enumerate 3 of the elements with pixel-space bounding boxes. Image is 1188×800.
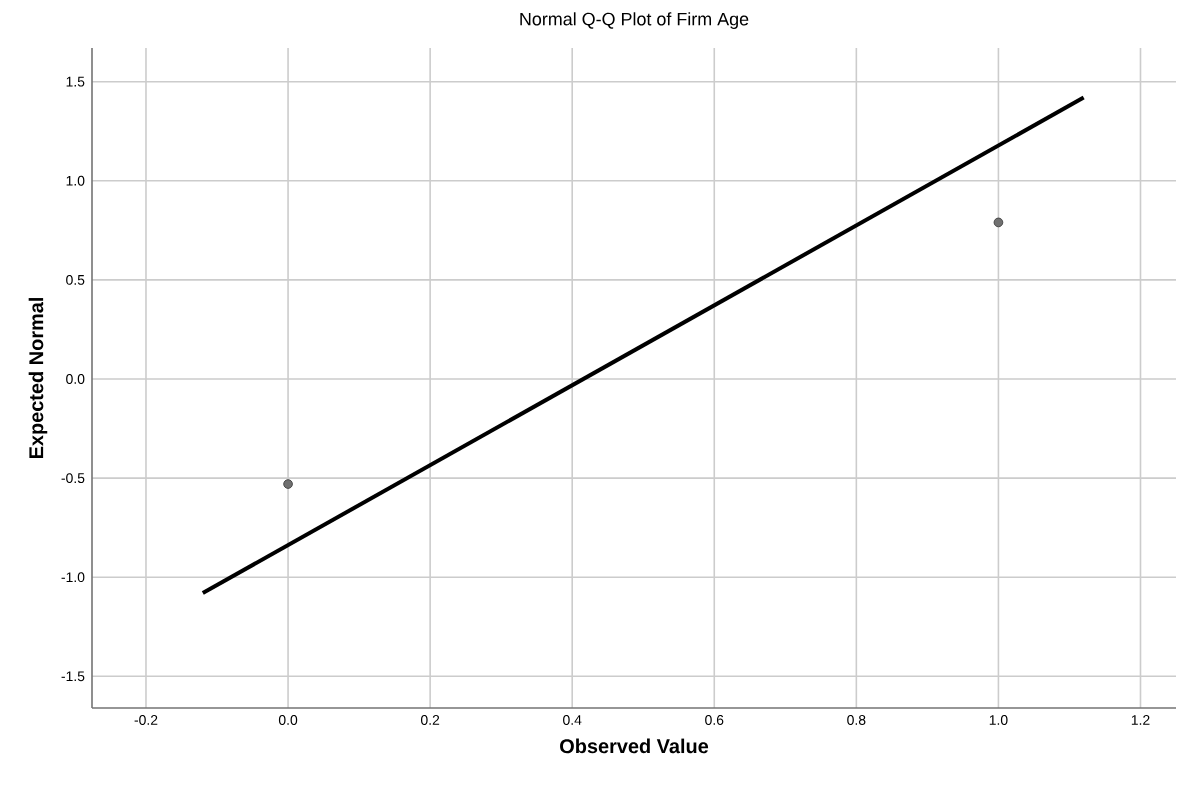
x-axis-title: Observed Value <box>560 738 709 754</box>
chart-title: Normal Q-Q Plot of Firm Age <box>520 12 749 29</box>
y-axis-title: Expected Normal <box>28 298 48 459</box>
